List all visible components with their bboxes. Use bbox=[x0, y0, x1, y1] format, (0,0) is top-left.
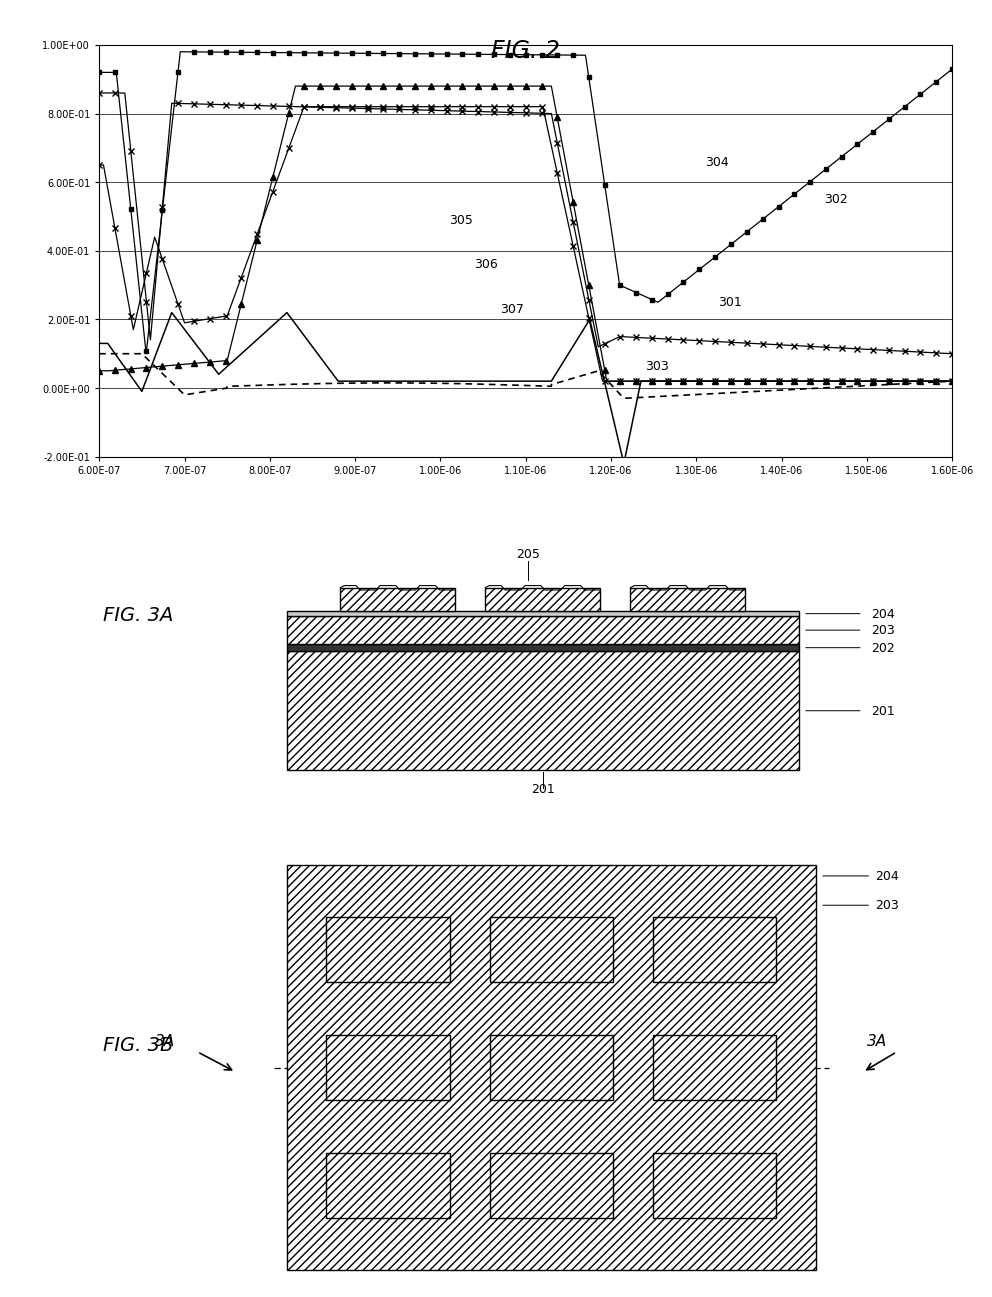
Text: 303: 303 bbox=[645, 359, 669, 372]
Bar bbox=[489, 1153, 613, 1218]
Bar bbox=[287, 651, 799, 770]
Text: FIG. 2: FIG. 2 bbox=[491, 39, 560, 62]
Bar bbox=[653, 1153, 777, 1218]
Bar bbox=[326, 1035, 450, 1100]
Text: 205: 205 bbox=[516, 549, 540, 562]
Text: 202: 202 bbox=[871, 642, 895, 655]
Text: 204: 204 bbox=[876, 869, 900, 882]
Bar bbox=[489, 917, 613, 983]
Bar bbox=[340, 588, 455, 612]
Bar bbox=[287, 616, 799, 645]
Text: 301: 301 bbox=[717, 296, 741, 309]
Text: 305: 305 bbox=[449, 214, 473, 227]
Bar bbox=[326, 1153, 450, 1218]
Bar bbox=[653, 1035, 777, 1100]
Text: 204: 204 bbox=[871, 607, 895, 620]
Bar bbox=[485, 588, 600, 612]
Bar bbox=[326, 917, 450, 983]
Bar bbox=[287, 612, 799, 616]
Text: 3A: 3A bbox=[867, 1034, 887, 1048]
Text: 302: 302 bbox=[824, 193, 848, 206]
Text: 203: 203 bbox=[876, 899, 900, 912]
Bar bbox=[287, 865, 815, 1271]
Text: 201: 201 bbox=[531, 782, 555, 795]
Text: 304: 304 bbox=[705, 156, 729, 169]
Text: FIG. 3A: FIG. 3A bbox=[103, 606, 174, 625]
Bar bbox=[630, 588, 745, 612]
Bar bbox=[653, 917, 777, 983]
Bar bbox=[489, 1035, 613, 1100]
Text: FIG. 3B: FIG. 3B bbox=[103, 1035, 174, 1054]
Text: 307: 307 bbox=[500, 303, 524, 316]
Text: 203: 203 bbox=[871, 624, 895, 637]
Text: 201: 201 bbox=[871, 704, 895, 717]
Bar bbox=[287, 645, 799, 651]
Text: 3A: 3A bbox=[155, 1034, 175, 1048]
Text: 306: 306 bbox=[474, 258, 498, 271]
